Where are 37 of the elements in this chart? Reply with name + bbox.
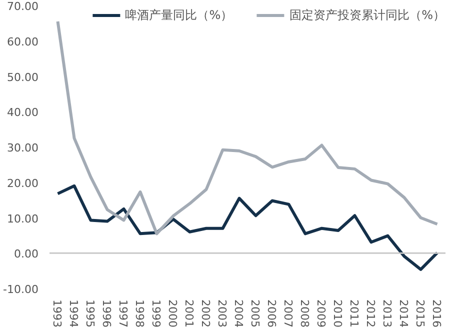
x-tick-label: 2008	[298, 300, 311, 328]
y-tick-label: 60.00	[7, 35, 39, 48]
x-tick-label: 1996	[100, 300, 113, 328]
x-tick-label: 1995	[83, 300, 96, 328]
x-tick-label: 2000	[166, 300, 179, 328]
x-tick-label: 2001	[182, 300, 196, 328]
y-tick-label: 0.00	[14, 248, 39, 261]
x-tick-label: 2012	[364, 300, 377, 328]
x-tick-label: 2004	[232, 300, 245, 328]
x-tick-label: 1998	[132, 300, 146, 328]
x-tick-label: 2016	[430, 300, 443, 328]
x-tick-label: 2011	[347, 300, 360, 328]
line-series	[56, 20, 439, 236]
x-tick-label: 2002	[198, 300, 212, 328]
x-tick-label: 2014	[396, 300, 410, 328]
y-tick-label: -10.00	[3, 283, 39, 296]
x-tick-label: 2009	[314, 300, 328, 328]
x-tick-label: 1994	[66, 300, 80, 328]
x-tick-label: 2007	[281, 300, 294, 328]
x-tick-label: 2015	[413, 300, 426, 328]
legend-label: 啤酒产量同比（%）	[125, 6, 233, 24]
x-tick-label: 2013	[380, 300, 394, 328]
line-series	[56, 184, 439, 271]
x-tick-label: 1999	[149, 300, 162, 328]
x-tick-label: 2005	[248, 300, 262, 328]
y-tick-label: 50.00	[7, 70, 39, 84]
y-tick-label: 20.00	[7, 176, 39, 190]
legend-label: 固定资产投资累计同比（%）	[290, 6, 445, 24]
x-tick-label: 1997	[116, 300, 130, 328]
x-tick-label: 2003	[215, 300, 228, 328]
y-tick-label: 70.00	[7, 0, 39, 13]
y-tick-label: 40.00	[7, 106, 39, 120]
x-tick-label: 2006	[264, 300, 278, 328]
x-tick-label: 1993	[50, 300, 64, 328]
y-tick-label: 10.00	[7, 212, 39, 226]
y-tick-label: 30.00	[7, 142, 39, 154]
x-tick-label: 2010	[330, 300, 344, 328]
